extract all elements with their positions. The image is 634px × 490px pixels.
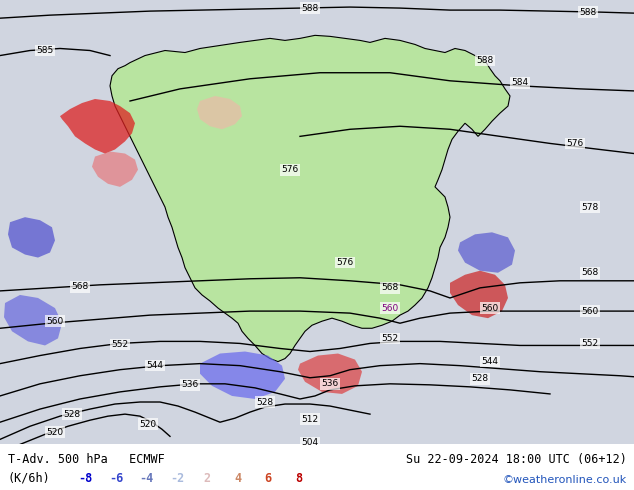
Polygon shape [4, 295, 62, 345]
Polygon shape [60, 99, 135, 153]
Text: 520: 520 [46, 428, 63, 437]
Text: 588: 588 [301, 3, 319, 13]
Text: 568: 568 [581, 268, 598, 277]
Polygon shape [197, 96, 242, 129]
Text: -4: -4 [139, 471, 153, 485]
Text: 520: 520 [139, 420, 157, 429]
Polygon shape [110, 35, 510, 362]
Text: 552: 552 [382, 334, 399, 343]
Text: 552: 552 [581, 339, 598, 348]
Text: ©weatheronline.co.uk: ©weatheronline.co.uk [502, 474, 626, 485]
Text: T-Adv. 500 hPa   ECMWF: T-Adv. 500 hPa ECMWF [8, 453, 164, 466]
Polygon shape [92, 151, 138, 187]
Polygon shape [298, 353, 362, 394]
Text: 576: 576 [281, 165, 299, 174]
Text: -8: -8 [79, 471, 93, 485]
Text: 560: 560 [382, 304, 399, 313]
Text: 568: 568 [72, 282, 89, 292]
Text: 6: 6 [264, 471, 272, 485]
Text: 544: 544 [481, 357, 498, 366]
Text: 578: 578 [581, 202, 598, 212]
Text: 588: 588 [476, 56, 494, 65]
Text: 528: 528 [256, 397, 273, 407]
Polygon shape [458, 232, 515, 273]
Text: 588: 588 [579, 8, 597, 17]
Text: 528: 528 [472, 374, 489, 383]
Text: (K/6h): (K/6h) [8, 471, 50, 485]
Polygon shape [8, 217, 55, 258]
Text: 576: 576 [337, 258, 354, 267]
Text: 2: 2 [204, 471, 211, 485]
Text: 512: 512 [301, 415, 318, 424]
Polygon shape [200, 351, 285, 399]
Text: 536: 536 [321, 379, 339, 389]
Text: -6: -6 [109, 471, 123, 485]
Text: 560: 560 [481, 304, 498, 313]
Text: 528: 528 [63, 410, 81, 418]
Text: 584: 584 [512, 78, 529, 87]
Text: 576: 576 [566, 139, 584, 148]
Text: 560: 560 [46, 317, 63, 326]
Text: 568: 568 [382, 283, 399, 293]
Text: 552: 552 [112, 340, 129, 349]
Text: 585: 585 [36, 46, 54, 55]
Text: 544: 544 [146, 361, 164, 370]
Text: Su 22-09-2024 18:00 UTC (06+12): Su 22-09-2024 18:00 UTC (06+12) [406, 453, 626, 466]
Text: 536: 536 [181, 380, 198, 390]
Polygon shape [450, 270, 508, 318]
Text: 504: 504 [301, 438, 318, 447]
Text: 560: 560 [581, 307, 598, 316]
Text: 4: 4 [234, 471, 242, 485]
Text: 8: 8 [295, 471, 302, 485]
Text: -2: -2 [170, 471, 184, 485]
